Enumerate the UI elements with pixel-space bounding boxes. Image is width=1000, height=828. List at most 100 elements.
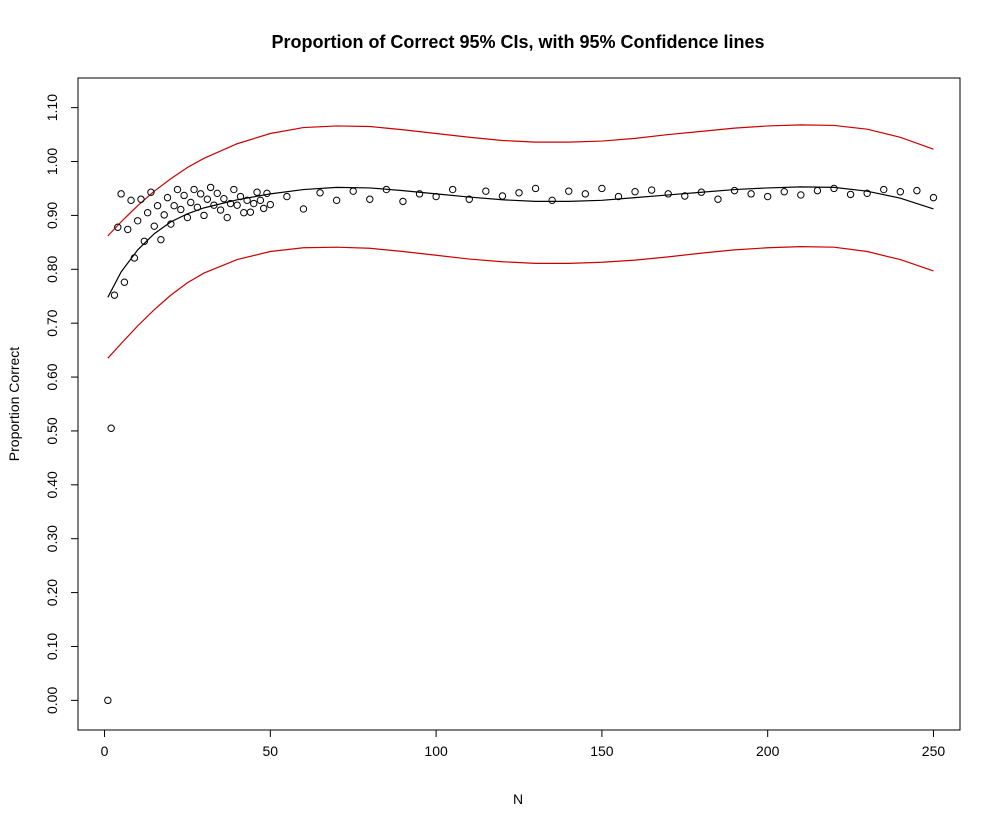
y-tick-label: 0.20 (44, 579, 60, 606)
data-point (206, 183, 215, 192)
data-point (104, 696, 112, 705)
data-point (127, 196, 135, 205)
data-point (316, 189, 324, 197)
data-point (747, 190, 755, 198)
data-point (432, 192, 440, 201)
x-axis: 0 50 100 150 200 250 (101, 730, 946, 759)
data-point (763, 192, 772, 201)
data-point (124, 225, 132, 234)
data-point (163, 193, 172, 202)
data-point (256, 196, 265, 205)
y-tick-label: 0.50 (44, 417, 60, 444)
data-point (210, 201, 218, 209)
data-point (647, 186, 656, 194)
data-point (482, 187, 490, 195)
data-point (548, 196, 556, 205)
data-point (797, 191, 805, 199)
data-point (153, 202, 162, 210)
data-point (896, 188, 905, 196)
data-point (863, 189, 871, 198)
data-point (253, 188, 261, 196)
data-point (213, 189, 221, 198)
data-point (120, 278, 129, 286)
data-point (614, 192, 623, 201)
y-tick-label: 0.70 (44, 309, 60, 336)
x-tick-label: 0 (101, 743, 109, 759)
data-point (415, 190, 424, 198)
data-point (203, 195, 212, 203)
data-point (223, 213, 231, 222)
lower-confidence-line (107, 246, 934, 359)
data-point (147, 188, 155, 196)
data-point (813, 186, 822, 195)
y-axis: 0.00 0.10 0.20 0.30 0.40 0.50 0.60 0.70 0.80 0.90… (44, 94, 78, 714)
data-point (173, 185, 182, 194)
data-point (110, 291, 119, 299)
data-point (664, 190, 672, 198)
data-point (399, 197, 407, 206)
x-tick-label: 50 (263, 743, 279, 759)
data-point (150, 222, 158, 230)
data-point (226, 199, 235, 208)
data-point (196, 190, 205, 198)
data-point (180, 191, 188, 200)
y-tick-label: 0.90 (44, 202, 60, 229)
data-point (233, 201, 241, 209)
y-tick-label: 0.40 (44, 471, 60, 498)
data-point (240, 209, 248, 217)
data-point (714, 195, 722, 203)
y-tick-label: 0.30 (44, 525, 60, 552)
data-point (299, 205, 308, 213)
data-point (830, 184, 838, 193)
data-point (246, 208, 255, 216)
y-tick-label: 0.10 (44, 633, 60, 660)
data-point (220, 195, 228, 203)
data-point (200, 211, 208, 220)
data-point (263, 189, 271, 198)
data-point (880, 185, 888, 194)
data-point (349, 187, 357, 195)
data-point (730, 186, 739, 195)
x-axis-label: N (513, 791, 523, 807)
data-point (332, 196, 341, 205)
data-point (133, 217, 142, 225)
data-point (697, 188, 706, 196)
data-point (366, 195, 374, 203)
data-point (243, 196, 251, 205)
data-point (170, 202, 178, 210)
y-tick-label: 0.60 (44, 363, 60, 390)
data-point (631, 188, 639, 196)
data-point (531, 184, 540, 193)
data-point (283, 192, 291, 201)
data-point (117, 190, 125, 198)
data-point (140, 237, 149, 245)
data-point (230, 185, 238, 194)
chart-title: Proportion of Correct 95% CIs, with 95% … (271, 32, 764, 52)
data-point (193, 203, 202, 212)
data-point (157, 235, 165, 244)
data-point (515, 189, 523, 197)
data-point (107, 424, 115, 432)
data-point (190, 185, 198, 194)
x-tick-label: 200 (756, 743, 780, 759)
data-point (266, 200, 275, 209)
data-point (177, 205, 185, 214)
data-point (780, 188, 788, 196)
data-point (143, 209, 152, 217)
upper-confidence-line (107, 124, 934, 237)
x-tick-label: 250 (922, 743, 946, 759)
y-tick-label: 1.10 (44, 94, 60, 121)
data-point (598, 184, 606, 193)
y-tick-label: 0.00 (44, 687, 60, 714)
data-point (183, 213, 192, 222)
data-point (130, 254, 139, 262)
data-point (498, 192, 507, 200)
data-point (259, 204, 268, 213)
x-tick-label: 150 (590, 743, 614, 759)
data-point (465, 195, 473, 203)
data-point (187, 198, 195, 207)
data-point (565, 187, 573, 195)
data-point (236, 192, 245, 201)
fitted-curve (107, 186, 934, 298)
